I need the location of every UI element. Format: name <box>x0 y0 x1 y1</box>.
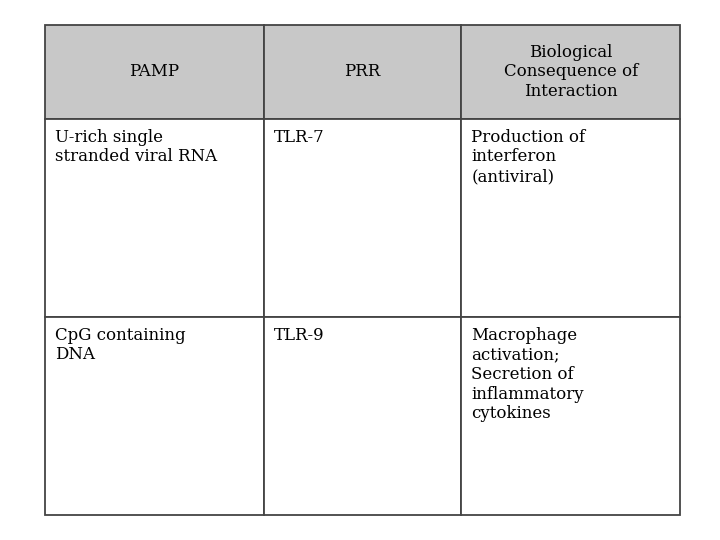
Bar <box>462 25 680 119</box>
Text: CpG containing
DNA: CpG containing DNA <box>55 327 186 363</box>
Bar <box>264 25 462 119</box>
Text: Production of
interferon
(antiviral): Production of interferon (antiviral) <box>472 129 585 185</box>
Bar <box>462 119 680 317</box>
Text: TLR-7: TLR-7 <box>274 129 324 146</box>
Text: PRR: PRR <box>344 63 381 80</box>
Text: PAMP: PAMP <box>130 63 179 80</box>
Bar <box>264 317 462 515</box>
Bar <box>45 119 264 317</box>
Bar <box>264 119 462 317</box>
Bar <box>462 317 680 515</box>
Bar <box>45 317 264 515</box>
Text: Macrophage
activation;
Secretion of
inflammatory
cytokines: Macrophage activation; Secretion of infl… <box>472 327 584 422</box>
Bar <box>45 25 264 119</box>
Text: TLR-9: TLR-9 <box>274 327 324 344</box>
Text: U-rich single
stranded viral RNA: U-rich single stranded viral RNA <box>55 129 217 165</box>
Text: Biological
Consequence of
Interaction: Biological Consequence of Interaction <box>503 44 638 100</box>
